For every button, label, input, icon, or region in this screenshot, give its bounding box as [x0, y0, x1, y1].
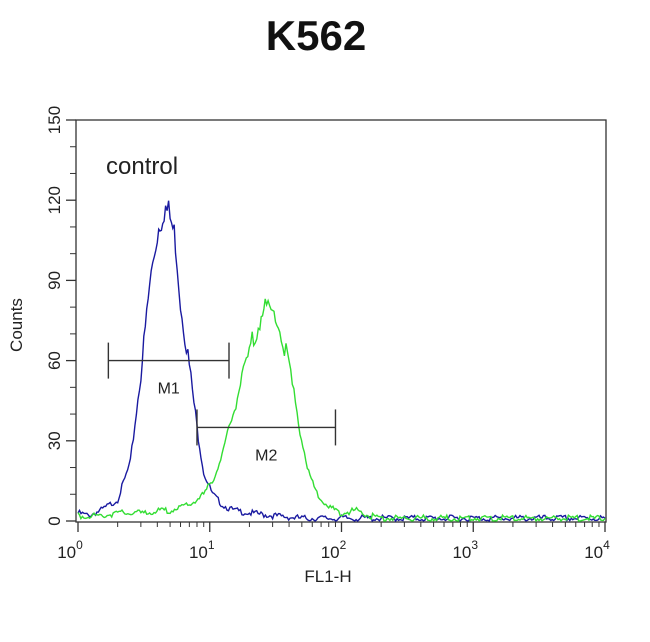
chart-title: K562: [266, 12, 366, 59]
series-group: [77, 200, 606, 523]
x-tick-label: 104: [584, 538, 610, 562]
x-tick-label: 102: [321, 538, 347, 562]
x-tick-label: 103: [452, 538, 478, 562]
x-tick-label: 100: [57, 538, 83, 562]
gate-label: M1: [158, 381, 180, 398]
gate-label: M2: [255, 447, 277, 464]
x-axis: 100 101 102 103 104: [57, 522, 610, 562]
x-axis-label: FL1-H: [304, 567, 351, 586]
y-axis: 0 30 60 90 120 150: [45, 106, 76, 526]
y-tick-label: 0: [45, 516, 64, 525]
y-tick-label: 60: [45, 351, 64, 370]
plot-frame: [75, 119, 607, 523]
y-axis-label: Counts: [7, 298, 26, 352]
x-tick-label: 101: [189, 538, 215, 562]
y-tick-label: 90: [45, 271, 64, 290]
gates-group: M1 M2: [107, 342, 337, 464]
y-tick-label: 30: [45, 431, 64, 450]
y-tick-label: 120: [45, 186, 64, 214]
control-annotation: control: [106, 153, 178, 180]
y-tick-label: 150: [45, 106, 64, 134]
green-histogram-line: [77, 298, 606, 523]
